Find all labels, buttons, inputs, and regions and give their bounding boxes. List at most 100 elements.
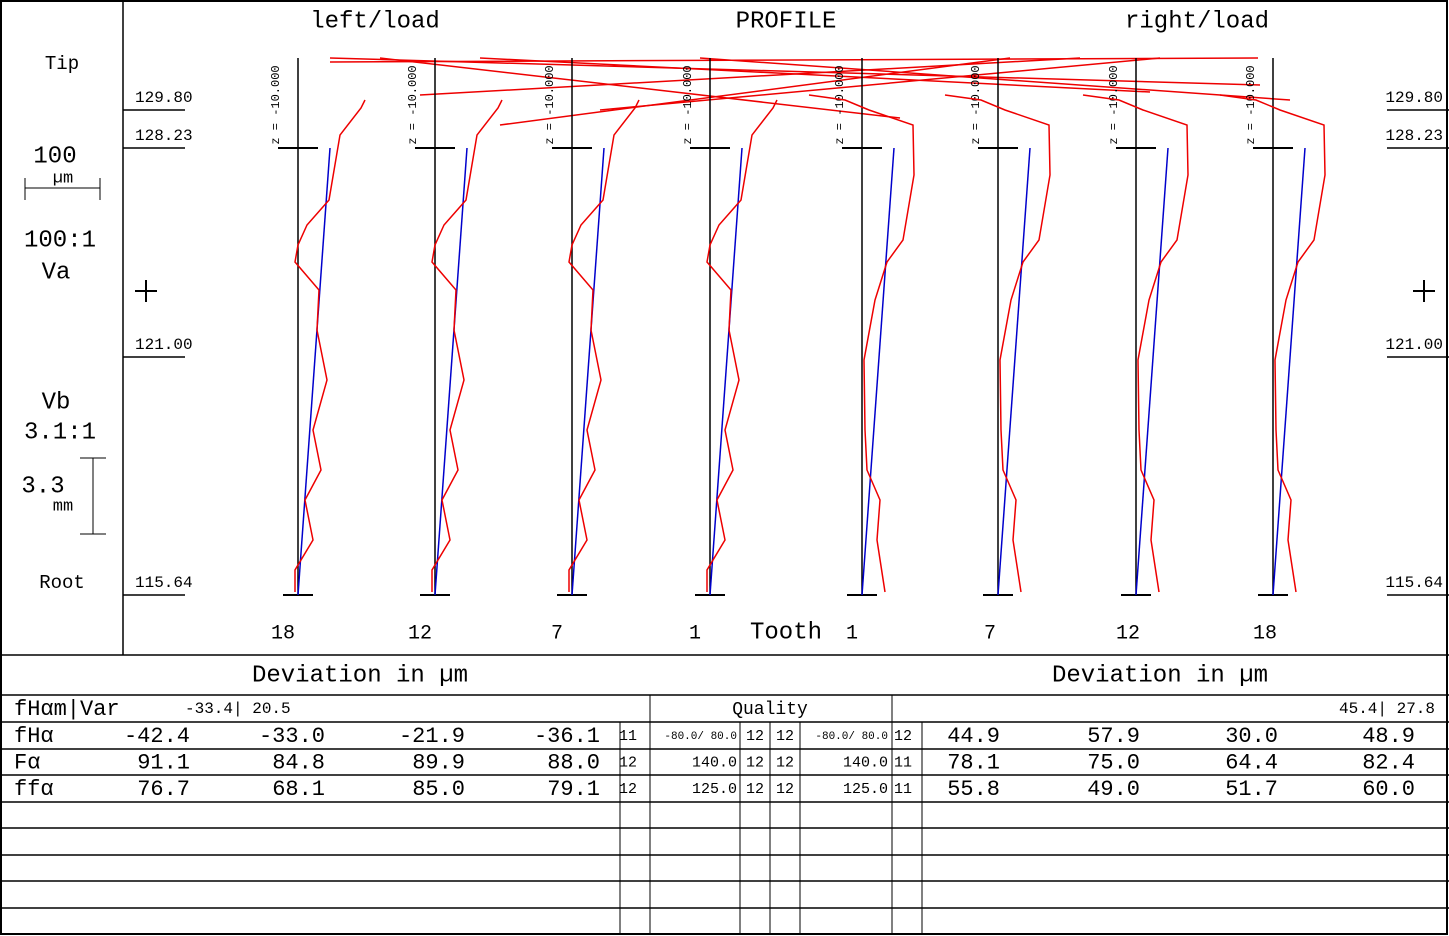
quality: 11 <box>619 728 637 745</box>
tooth-number: 18 <box>271 622 295 645</box>
vb-label: Vb <box>42 389 71 416</box>
right-value: 51.7 <box>1225 777 1278 802</box>
vb-ratio: 3.1:1 <box>24 419 96 446</box>
reference-line <box>297 147 331 596</box>
tip-label: Tip <box>45 53 79 75</box>
trace-overlap <box>599 57 1161 111</box>
diameter-label: 128.23 <box>1385 127 1443 145</box>
va-label: Va <box>42 259 71 286</box>
quality: 12 <box>619 754 637 771</box>
row-label: fHα <box>14 724 54 749</box>
tooth-number: 7 <box>551 622 563 645</box>
trace-overlap <box>329 57 1261 86</box>
quality: 12 <box>776 781 794 798</box>
diameter-label: 129.80 <box>135 89 193 107</box>
right-value: 49.0 <box>1087 777 1140 802</box>
diameter-label: 115.64 <box>1385 574 1443 592</box>
center-title: PROFILE <box>736 8 837 35</box>
reference-line <box>709 147 743 596</box>
trace-overlap <box>419 57 1081 96</box>
tolerance: 140.0 <box>692 754 737 771</box>
tooth-number: 7 <box>984 622 996 645</box>
root-label: Root <box>39 572 85 594</box>
left-title: left/load <box>310 8 440 35</box>
left-value: -21.9 <box>399 724 465 749</box>
trace-overlap <box>699 57 1291 101</box>
diameter-label: 115.64 <box>135 574 193 592</box>
diameter-label: 129.80 <box>1385 89 1443 107</box>
left-value: 88.0 <box>547 750 600 775</box>
left-value: 91.1 <box>137 750 190 775</box>
right-heading: Deviation in µm <box>1052 662 1268 689</box>
right-value: 60.0 <box>1362 777 1415 802</box>
right-value: 64.4 <box>1225 750 1278 775</box>
z-label: z = -10.000 <box>969 65 983 144</box>
right-value: 55.8 <box>947 777 1000 802</box>
trace-overlap <box>499 57 1011 126</box>
row-label: Fα <box>14 750 40 775</box>
reference-line <box>997 147 1031 596</box>
diameter-label: 121.00 <box>135 336 193 354</box>
quality: 12 <box>746 728 764 745</box>
va-unit: µm <box>53 169 73 188</box>
profile-trace <box>568 99 640 592</box>
tooth-number: 12 <box>408 622 432 645</box>
right-value: 82.4 <box>1362 750 1415 775</box>
tooth-label: Tooth <box>750 619 822 646</box>
left-value: 85.0 <box>412 777 465 802</box>
va-scale: 100 <box>33 143 76 170</box>
z-label: z = -10.000 <box>1107 65 1121 144</box>
profile-trace <box>706 99 778 592</box>
left-value: 68.1 <box>272 777 325 802</box>
profile-trace <box>944 94 1051 593</box>
tooth-number: 12 <box>1116 622 1140 645</box>
vb-bar <box>80 457 106 535</box>
profile-trace <box>1082 94 1189 593</box>
profile-trace <box>808 94 915 593</box>
reference-line <box>571 147 605 596</box>
quality: 12 <box>776 754 794 771</box>
left-value: 84.8 <box>272 750 325 775</box>
quality: 12 <box>746 781 764 798</box>
left-value: 76.7 <box>137 777 190 802</box>
quality: 12 <box>619 781 637 798</box>
trace-overlap <box>379 57 901 119</box>
right-value: 78.1 <box>947 750 1000 775</box>
tolerance: -80.0/ 80.0 <box>815 731 888 743</box>
z-label: z = -10.000 <box>543 65 557 144</box>
var-right: 45.4| 27.8 <box>1339 700 1435 718</box>
left-value: 79.1 <box>547 777 600 802</box>
trace-overlap <box>479 57 1151 93</box>
quality-heading: Quality <box>732 700 808 720</box>
center-mark <box>135 280 1435 302</box>
vb-unit: mm <box>53 497 73 516</box>
tooth-number: 1 <box>846 622 858 645</box>
reference-line <box>1272 147 1306 596</box>
vb-scale: 3.3 <box>21 473 64 500</box>
va-ratio: 100:1 <box>24 227 96 254</box>
quality: 11 <box>894 754 912 771</box>
z-label: z = -10.000 <box>833 65 847 144</box>
reference-line <box>1135 147 1169 596</box>
left-value: -33.0 <box>259 724 325 749</box>
tolerance: 140.0 <box>843 754 888 771</box>
var-label: fHαm|Var <box>14 697 120 722</box>
right-value: 48.9 <box>1362 724 1415 749</box>
right-title: right/load <box>1125 8 1269 35</box>
z-label: z = -10.000 <box>681 65 695 144</box>
quality: 12 <box>894 728 912 745</box>
profile-trace <box>1219 94 1326 593</box>
reference-line <box>861 147 895 596</box>
z-label: z = -10.000 <box>1244 65 1258 144</box>
quality: 12 <box>776 728 794 745</box>
var-left: -33.4| 20.5 <box>185 700 291 718</box>
tooth-number: 18 <box>1253 622 1277 645</box>
z-label: z = -10.000 <box>406 65 420 144</box>
diameter-label: 121.00 <box>1385 336 1443 354</box>
right-value: 75.0 <box>1087 750 1140 775</box>
quality: 11 <box>894 781 912 798</box>
tooth-number: 1 <box>689 622 701 645</box>
left-value: -36.1 <box>534 724 600 749</box>
